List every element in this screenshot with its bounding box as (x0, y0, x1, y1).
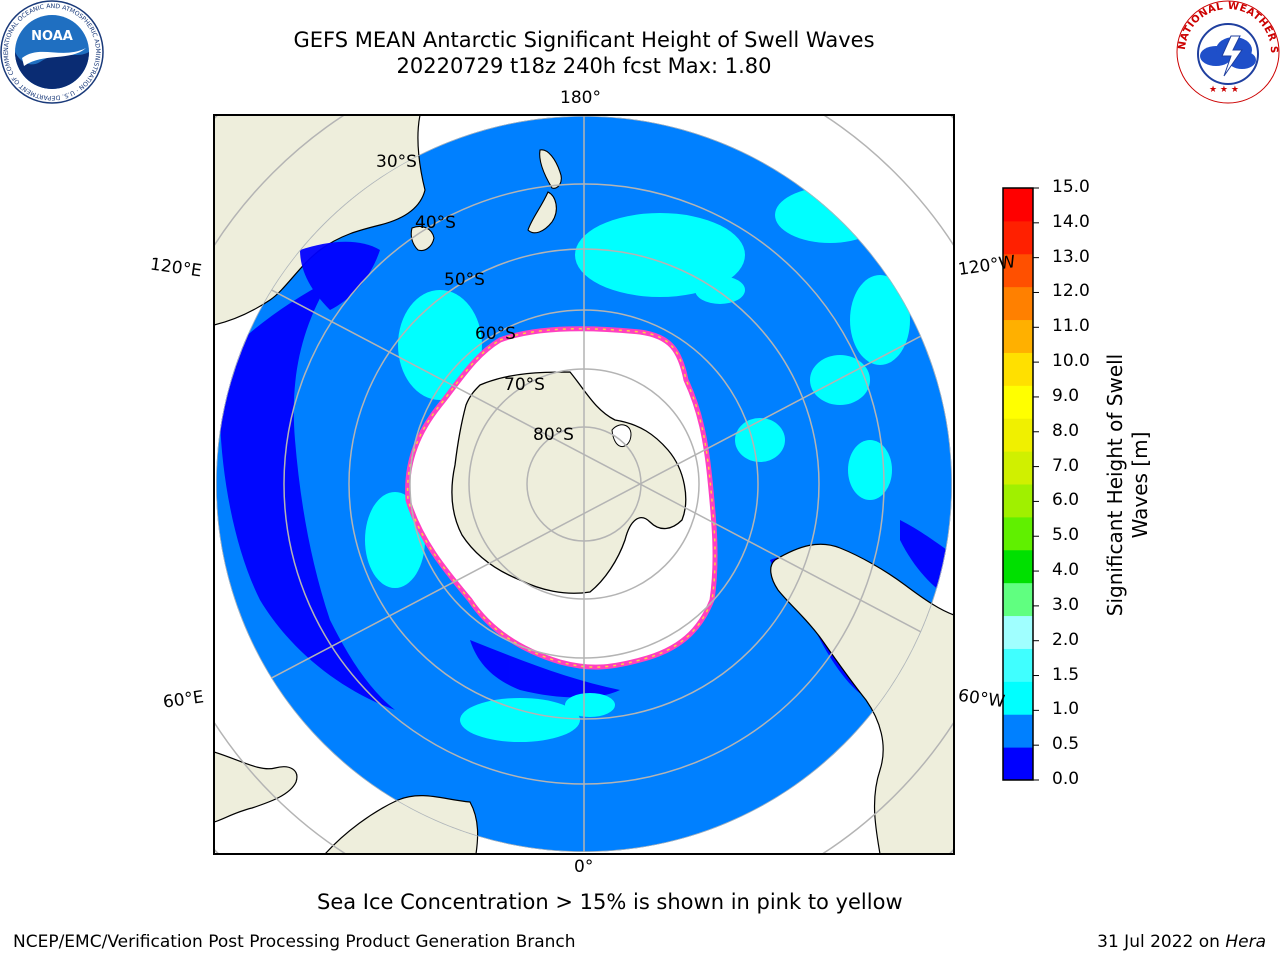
colorbar-tick-label: 14.0 (1052, 211, 1090, 232)
colorbar-swatch (1003, 615, 1033, 649)
colorbar-swatch (1003, 549, 1033, 584)
colorbar-label-line2: Waves [m] (1128, 431, 1152, 539)
noaa-logo: NATIONAL OCEANIC AND ATMOSPHERIC ADMINIS… (0, 0, 104, 104)
footer-date: 31 Jul 2022 on Hera (1097, 932, 1266, 952)
colorbar-label: Significant Height of Swell Waves [m] (1103, 354, 1153, 616)
colorbar-swatch (1003, 220, 1033, 255)
colorbar-swatch (1003, 484, 1033, 518)
tasmania (410, 225, 435, 252)
colorbar-tick-label: 11.0 (1052, 316, 1090, 337)
svg-text:NOAA: NOAA (31, 29, 73, 44)
colorbar-swatch (1003, 451, 1033, 485)
lat-label-40s: 40°S (415, 213, 456, 233)
lon-label-0: 0° (574, 857, 594, 877)
colorbar-tick-label: 7.0 (1052, 455, 1080, 476)
colorbar-swatch (1003, 352, 1033, 386)
colorbar-tick-label: 13.0 (1052, 246, 1090, 267)
colorbar-swatch (1003, 747, 1033, 781)
map-subtitle: 20220729 t18z 240h fcst Max: 1.80 (396, 54, 772, 78)
colorbar-swatch (1003, 319, 1033, 353)
colorbar-swatch (1003, 582, 1033, 617)
colorbar-tick-label: 3.0 (1052, 594, 1080, 615)
footer-branch: NCEP/EMC/Verification Post Processing Pr… (13, 932, 576, 952)
colorbar-tick-label: 4.0 (1052, 560, 1080, 581)
colorbar-tick-label: 1.0 (1052, 699, 1080, 720)
colorbar-swatch (1003, 681, 1033, 715)
colorbar-label-line1: Significant Height of Swell (1103, 353, 1127, 617)
colorbar-swatch (1003, 418, 1033, 452)
colorbar-tick-label: 9.0 (1052, 385, 1080, 406)
colorbar-tick-label: 0.5 (1052, 734, 1080, 755)
colorbar-tick-label: 6.0 (1052, 490, 1080, 511)
lat-label-30s: 30°S (376, 152, 417, 172)
colorbar-tick-label: 12.0 (1052, 281, 1090, 302)
colorbar-swatch (1003, 385, 1033, 419)
lat-label-50s: 50°S (444, 270, 485, 290)
colorbar (1003, 187, 1039, 781)
colorbar-swatch (1003, 714, 1033, 748)
colorbar-tick-label: 15.0 (1052, 177, 1090, 197)
colorbar-tick-label: 8.0 (1052, 420, 1080, 441)
colorbar-swatch (1003, 286, 1033, 321)
svg-text:★ ★ ★: ★ ★ ★ (1209, 85, 1239, 95)
colorbar-swatch (1003, 516, 1033, 551)
lat-label-80s: 80°S (533, 425, 574, 445)
footer-host: Hera (1225, 932, 1266, 952)
nws-logo: NATIONAL WEATHER SERVICE ★ ★ ★ (1176, 0, 1280, 104)
colorbar-tick-label: 5.0 (1052, 525, 1080, 546)
sea-ice-caption: Sea Ice Concentration > 15% is shown in … (317, 890, 903, 914)
colorbar-swatch (1003, 253, 1033, 288)
colorbar-swatch (1003, 188, 1033, 222)
colorbar-swatch (1003, 648, 1033, 682)
lat-label-70s: 70°S (504, 375, 545, 395)
colorbar-tick-label: 1.5 (1052, 664, 1080, 685)
colorbar-tick-label: 0.0 (1052, 769, 1080, 789)
map-title: GEFS MEAN Antarctic Significant Height o… (293, 28, 875, 52)
map-frame (213, 114, 955, 855)
colorbar-tick-label: 2.0 (1052, 629, 1080, 650)
colorbar-tick-label: 10.0 (1052, 351, 1090, 372)
lon-label-180: 180° (560, 88, 601, 108)
footer-date-text: 31 Jul 2022 on (1097, 932, 1226, 952)
lat-label-60s: 60°S (475, 324, 516, 344)
